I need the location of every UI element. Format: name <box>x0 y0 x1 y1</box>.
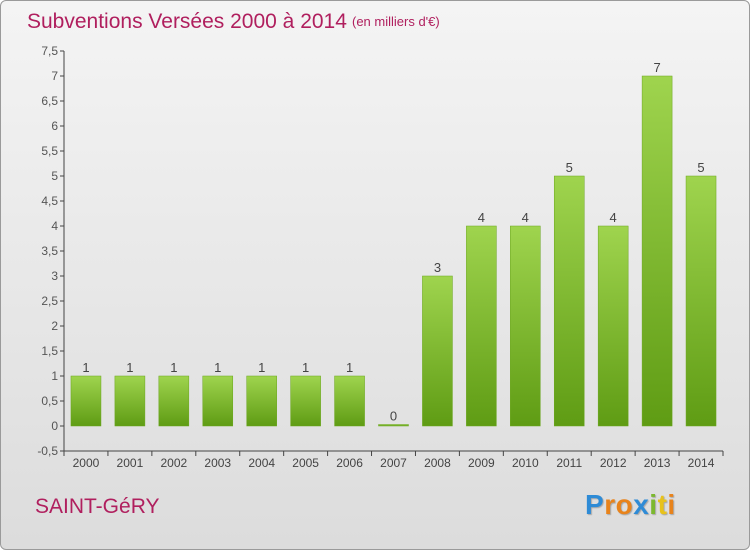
y-tick-label: 7,5 <box>41 44 58 58</box>
data-label: 4 <box>522 210 529 225</box>
brand-logo-letter: P <box>585 489 605 520</box>
x-tick-label: 2005 <box>292 456 319 470</box>
data-label: 1 <box>126 360 133 375</box>
y-tick-label: -0,5 <box>37 444 58 458</box>
y-tick-label: 3 <box>51 269 58 283</box>
data-label: 4 <box>610 210 617 225</box>
bar <box>510 225 541 427</box>
bar <box>641 75 673 427</box>
y-axis: -0,5 0 0,5 1 1,5 2 2,5 3 3,5 4 4,5 5 5,5 6 6,5 7 7,5 <box>37 44 65 458</box>
x-tick-label: 2013 <box>644 456 671 470</box>
y-tick-label: 5,5 <box>41 144 58 158</box>
bars <box>70 75 717 427</box>
data-label: 1 <box>346 360 353 375</box>
y-tick-label: 7 <box>51 69 58 83</box>
brand-logo: Proxiti <box>585 489 676 521</box>
y-tick-label: 0,5 <box>41 394 58 408</box>
x-tick-label: 2009 <box>468 456 495 470</box>
y-tick-label: 4,5 <box>41 194 58 208</box>
brand-logo-letter: t <box>657 489 668 520</box>
chart-title: Subventions Versées 2000 à 2014 <box>27 10 347 33</box>
bar <box>422 275 453 427</box>
data-label: 5 <box>566 160 573 175</box>
bar <box>114 375 146 427</box>
x-tick-label: 2003 <box>204 456 231 470</box>
x-tick-label: 2014 <box>688 456 715 470</box>
bar <box>70 375 102 427</box>
bar <box>202 375 234 427</box>
x-tick-label: 2012 <box>600 456 627 470</box>
y-tick-label: 6 <box>51 119 58 133</box>
data-labels: 1 1 1 1 1 1 1 0 3 4 4 5 4 7 5 <box>82 60 704 424</box>
brand-logo-letter: i <box>649 489 658 520</box>
data-label: 1 <box>82 360 89 375</box>
bar <box>246 375 277 427</box>
x-tick-label: 2004 <box>248 456 275 470</box>
x-axis: 2000 2001 2002 2003 2004 2005 2006 2007 2008 2009… <box>63 450 724 470</box>
data-label: 1 <box>302 360 309 375</box>
x-tick-label: 2010 <box>512 456 539 470</box>
y-tick-label: 5 <box>51 169 58 183</box>
y-tick-label: 6,5 <box>41 94 58 108</box>
x-tick-label: 2006 <box>336 456 363 470</box>
x-tick-label: 2001 <box>117 456 144 470</box>
y-tick-label: 3,5 <box>41 244 58 258</box>
data-label: 0 <box>390 409 397 424</box>
brand-logo-letter: r <box>604 489 616 520</box>
y-tick-label: 1 <box>51 369 58 383</box>
data-label: 1 <box>214 360 221 375</box>
bar <box>685 175 717 427</box>
data-label: 7 <box>653 60 660 75</box>
bar <box>290 375 321 427</box>
bar <box>466 225 497 427</box>
y-tick-label: 2,5 <box>41 294 58 308</box>
bar <box>553 175 585 427</box>
x-tick-label: 2008 <box>424 456 451 470</box>
bar <box>597 225 629 427</box>
y-tick-label: 2 <box>51 319 58 333</box>
brand-logo-letter: i <box>667 489 676 520</box>
chart-subtitle: (en milliers d'€) <box>352 14 440 29</box>
data-label: 3 <box>434 260 441 275</box>
x-tick-label: 2000 <box>73 456 100 470</box>
place-name: SAINT-GéRY <box>35 495 160 518</box>
y-tick-label: 0 <box>51 419 58 433</box>
bar <box>334 375 365 427</box>
data-label: 1 <box>170 360 177 375</box>
brand-logo-letter: o <box>615 489 634 520</box>
data-label: 4 <box>478 210 485 225</box>
brand-logo-letter: x <box>633 489 650 520</box>
bar <box>158 375 190 427</box>
y-tick-label: 1,5 <box>41 344 58 358</box>
bar <box>378 424 409 427</box>
data-label: 1 <box>258 360 265 375</box>
x-tick-label: 2002 <box>160 456 187 470</box>
x-tick-label: 2011 <box>556 456 582 470</box>
data-label: 5 <box>697 160 704 175</box>
y-tick-label: 4 <box>51 219 58 233</box>
x-tick-label: 2007 <box>380 456 407 470</box>
